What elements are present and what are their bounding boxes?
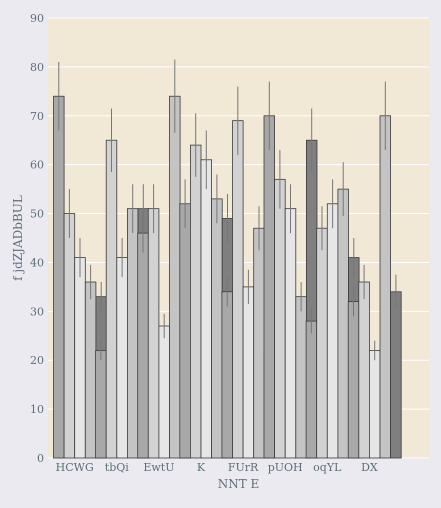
- bar: [127, 209, 138, 458]
- bar: [106, 140, 117, 458]
- y-tick-label: 50: [30, 208, 44, 221]
- bar: [243, 287, 254, 458]
- bar: [296, 297, 307, 458]
- bar: [317, 228, 328, 458]
- bar: [148, 209, 159, 458]
- y-tick-label: 60: [30, 159, 44, 172]
- bar: [391, 292, 402, 458]
- bar: [369, 350, 380, 458]
- y-tick-label: 20: [30, 354, 44, 367]
- x-tick-label: pUOH: [268, 461, 303, 474]
- x-tick-label: oqYL: [313, 461, 342, 474]
- bar: [201, 160, 212, 458]
- y-tick-label: 90: [30, 12, 44, 25]
- bar: [254, 228, 265, 458]
- y-tick-label: 80: [30, 61, 44, 74]
- y-tick-label: 30: [30, 305, 44, 318]
- bar: [338, 189, 349, 458]
- x-tick-label: DX: [361, 461, 378, 474]
- bar: [117, 258, 128, 458]
- y-tick-label: 10: [30, 403, 44, 416]
- y-tick-label: 70: [30, 110, 44, 123]
- bar: [285, 209, 296, 458]
- bar: [306, 321, 317, 458]
- x-tick-label: K: [197, 461, 206, 474]
- bar: [212, 199, 223, 458]
- y-axis-label: f jdZJADbBUL: [11, 195, 25, 281]
- bar: [96, 350, 107, 458]
- bar: [170, 96, 181, 458]
- bar: [64, 214, 75, 458]
- bar: [190, 145, 201, 458]
- bar: [75, 258, 86, 458]
- x-tick-label: tbQi: [105, 461, 129, 474]
- bar: [138, 233, 149, 458]
- bar: [264, 116, 275, 458]
- bar: [380, 116, 391, 458]
- bar: [54, 96, 65, 458]
- y-tick-label: 0: [37, 452, 44, 465]
- bar: [159, 326, 170, 458]
- bar: [275, 179, 286, 458]
- x-tick-labels: HCWG tbQi EwtU K FUrR pUOH oqYL DX: [56, 461, 378, 474]
- x-tick-label: EwtU: [143, 461, 174, 474]
- y-tick-label: 40: [30, 256, 44, 269]
- bar: [359, 282, 370, 458]
- bar: [222, 292, 233, 458]
- y-tick-labels: 0 10 20 30 40 50 60 70 80 90: [30, 12, 44, 465]
- bar: [85, 282, 96, 458]
- x-tick-label: HCWG: [56, 461, 94, 474]
- bar: [348, 302, 359, 458]
- x-tick-label: FUrR: [228, 461, 259, 474]
- bar: [180, 204, 191, 458]
- bar: [327, 204, 338, 458]
- bar: [233, 121, 244, 458]
- x-axis-label: NNT E: [218, 477, 260, 491]
